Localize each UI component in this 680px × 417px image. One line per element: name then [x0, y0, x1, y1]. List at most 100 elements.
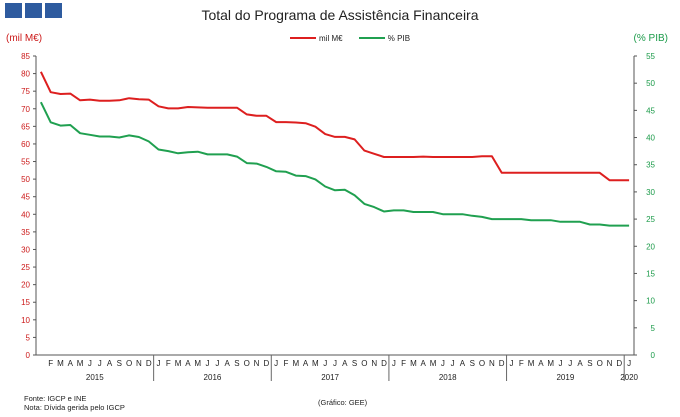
- right-tick-label: 35: [646, 161, 655, 170]
- month-tick-label: F: [166, 359, 171, 368]
- month-tick-label: M: [57, 359, 64, 368]
- month-tick-label: A: [577, 359, 583, 368]
- data-note: Nota: Dívida gerida pelo IGCP: [24, 403, 125, 412]
- month-tick-label: N: [254, 359, 260, 368]
- month-tick-label: J: [568, 359, 572, 368]
- legend-swatch-pib: [358, 37, 385, 39]
- month-tick-label: N: [489, 359, 495, 368]
- legend-label-mil: mil M€: [319, 33, 343, 43]
- month-tick-label: J: [451, 359, 455, 368]
- month-tick-label: N: [371, 359, 377, 368]
- right-tick-label: 50: [646, 79, 655, 88]
- month-tick-label: A: [421, 359, 427, 368]
- month-tick-label: J: [274, 359, 278, 368]
- right-tick-label: 45: [646, 106, 655, 115]
- month-tick-label: A: [224, 359, 230, 368]
- month-tick-label: A: [107, 359, 113, 368]
- logo-block-2: [25, 3, 42, 18]
- chart-title: Total do Programa de Assistência Finance…: [201, 7, 479, 23]
- month-tick-label: O: [244, 359, 250, 368]
- month-tick-label: M: [547, 359, 554, 368]
- left-tick-label: 5: [26, 333, 31, 342]
- month-tick-label: M: [77, 359, 84, 368]
- month-tick-label: J: [98, 359, 102, 368]
- month-tick-label: M: [175, 359, 182, 368]
- left-tick-label: 40: [21, 210, 30, 219]
- legend-swatch-mil: [290, 37, 316, 39]
- left-tick-label: 70: [21, 105, 30, 114]
- month-tick-label: O: [479, 359, 485, 368]
- month-tick-label: S: [117, 359, 122, 368]
- month-tick-label: J: [88, 359, 92, 368]
- month-tick-label: S: [470, 359, 475, 368]
- month-tick-label: J: [323, 359, 327, 368]
- month-tick-label: J: [627, 359, 631, 368]
- left-tick-label: 80: [21, 70, 30, 79]
- month-tick-label: N: [607, 359, 613, 368]
- month-tick-label: D: [146, 359, 152, 368]
- month-tick-label: S: [234, 359, 239, 368]
- month-tick-label: J: [157, 359, 161, 368]
- right-tick-label: 55: [646, 52, 655, 61]
- legend: mil M€ % PIB: [290, 32, 424, 43]
- left-tick-label: 15: [21, 298, 30, 307]
- left-tick-label: 75: [21, 87, 30, 96]
- footnotes: Fonte: IGCP e INE Nota: Dívida gerida pe…: [24, 394, 125, 412]
- right-tick-label: 0: [651, 351, 656, 360]
- month-tick-label: D: [499, 359, 505, 368]
- month-tick-label: F: [284, 359, 289, 368]
- right-tick-label: 25: [646, 215, 655, 224]
- series-line-mil: [39, 71, 630, 182]
- month-tick-label: O: [361, 359, 367, 368]
- year-label: 2016: [204, 373, 222, 382]
- month-tick-label: M: [528, 359, 535, 368]
- month-tick-label: F: [48, 359, 53, 368]
- right-tick-label: 30: [646, 188, 655, 197]
- month-tick-label: F: [401, 359, 406, 368]
- left-tick-label: 10: [21, 316, 30, 325]
- month-tick-label: A: [185, 359, 191, 368]
- logo-block-1: [5, 3, 22, 18]
- year-label: 2015: [86, 373, 104, 382]
- month-tick-label: J: [509, 359, 513, 368]
- right-tick-label: 40: [646, 134, 655, 143]
- month-tick-label: A: [460, 359, 466, 368]
- legend-item-pib: % PIB: [358, 34, 410, 43]
- month-tick-label: S: [352, 359, 357, 368]
- right-tick-label: 5: [651, 324, 656, 333]
- right-tick-label: 20: [646, 242, 655, 251]
- left-tick-label: 35: [21, 228, 30, 237]
- month-tick-label: J: [392, 359, 396, 368]
- left-tick-label: 20: [21, 281, 30, 290]
- right-tick-label: 10: [646, 297, 655, 306]
- month-tick-label: A: [68, 359, 74, 368]
- year-label: 2020: [620, 373, 638, 382]
- month-tick-label: F: [519, 359, 524, 368]
- left-tick-label: 60: [21, 140, 30, 149]
- month-tick-label: M: [292, 359, 299, 368]
- right-tick-label: 15: [646, 269, 655, 278]
- month-tick-label: J: [441, 359, 445, 368]
- month-tick-label: O: [126, 359, 132, 368]
- left-tick-label: 65: [21, 122, 30, 131]
- month-tick-label: S: [587, 359, 592, 368]
- month-tick-label: O: [597, 359, 603, 368]
- month-tick-label: J: [215, 359, 219, 368]
- left-tick-label: 55: [21, 158, 30, 167]
- month-tick-label: A: [538, 359, 544, 368]
- month-tick-label: J: [206, 359, 210, 368]
- left-tick-label: 45: [21, 193, 30, 202]
- month-tick-label: M: [410, 359, 417, 368]
- month-tick-label: M: [312, 359, 319, 368]
- chart-credit: (Gráfico: GEE): [318, 398, 368, 407]
- month-tick-label: A: [303, 359, 309, 368]
- left-axis-unit: (mil M€): [6, 33, 43, 44]
- month-tick-label: J: [333, 359, 337, 368]
- year-label: 2019: [556, 373, 574, 382]
- legend-item-mil: mil M€: [290, 34, 343, 43]
- month-tick-label: D: [381, 359, 387, 368]
- year-label: 2017: [321, 373, 339, 382]
- left-tick-label: 0: [26, 351, 31, 360]
- left-tick-label: 30: [21, 245, 30, 254]
- month-tick-label: J: [558, 359, 562, 368]
